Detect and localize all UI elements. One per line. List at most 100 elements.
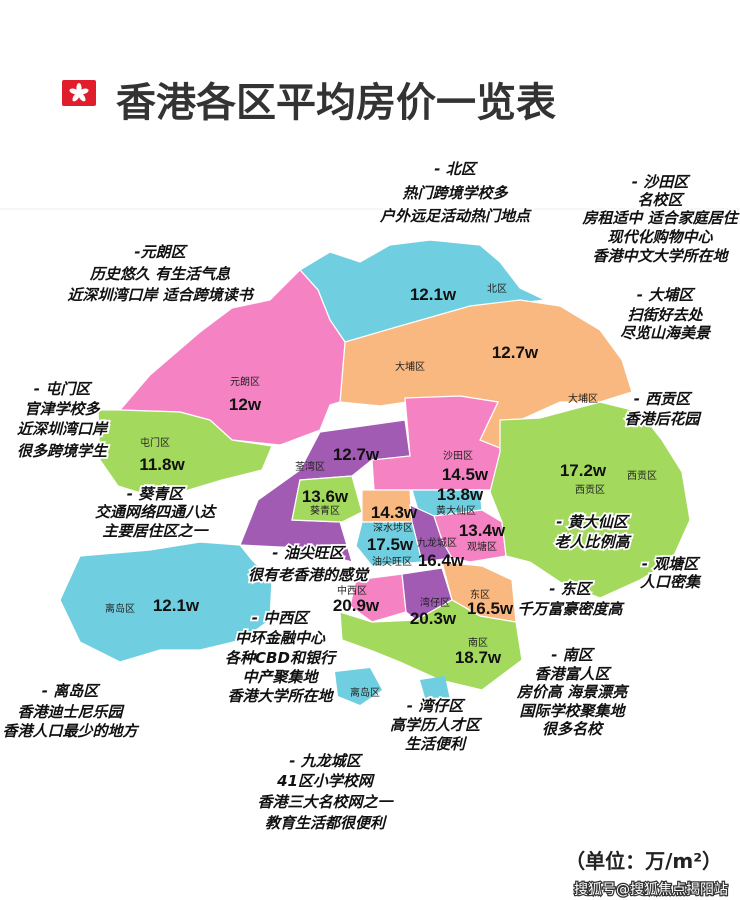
annotation-line: 国际学校聚集地 [519,702,626,720]
annotation-heading: - 油尖旺区 [272,544,346,562]
district-name-taipo: 大埔区 [568,392,598,405]
annotation-heading: - 沙田区 [632,173,691,191]
district-name-islands: 离岛区 [105,602,135,615]
district-name-eastern: 东区 [470,588,490,601]
district-price-north: 12.1w [410,285,457,304]
district-price-southern: 18.7w [455,648,502,667]
watermark: 搜狐号@搜狐焦点揭阳站 [574,882,728,898]
annotation-line: 扫街好去处 [627,306,703,324]
annotation-line: 近深圳湾口岸 [17,420,109,438]
annotation-line: 香港人口最少的地方 [2,722,139,740]
annotation-line: 名校区 [637,191,685,209]
annotation-line: 香港后花园 [624,410,702,428]
district-price-tuenmun: 11.8w [139,455,185,474]
annotation-line: 房价高 海景漂亮 [516,683,630,701]
annotation-line: 各种CBD和银行 [225,649,338,667]
district-name-wanchai: 湾仔区 [420,596,450,609]
annotation-line: 高学历人才区 [390,716,483,734]
district-name-saikung: 西贡区 [575,484,605,496]
annotation-heading: - 屯门区 [34,380,93,398]
district-price-islands: 12.1w [153,596,200,615]
district-price-shamshuipo: 14.3w [371,503,418,522]
district-price-eastern: 16.5w [467,599,514,618]
annotation-heading: - 西贡区 [634,390,693,408]
annotation-line: 很多名校 [542,720,605,738]
annotation-line: 交通网络四通八达 [95,503,217,521]
district-region-tsuenwan [239,419,411,563]
district-region-saikung [489,401,691,599]
annotation-line: 官津学校多 [24,400,100,418]
district-name-shamshuipo: 深水埗区 [373,521,413,534]
district-name-yuenlong: 元朗区 [230,376,260,388]
annotation-line: 人口密集 [640,573,702,591]
district-region-kwaitsing [291,475,363,523]
annotation-line: 户外远足活动热门地点 [379,207,532,225]
annotation-line: 香港三大名校网之一 [257,793,394,811]
annotation-line: 主要居住区之一 [102,522,209,540]
district-region-central [349,573,407,623]
annotation-line: 41区小学校网 [276,772,376,790]
annotation-line: 近深圳湾口岸 适合跨境读书 [67,286,255,304]
annotation-line: 尽览山海美景 [620,324,712,342]
annotation-line: 很有老香港的感觉 [248,566,370,584]
district-name-central: 中西区 [337,584,367,597]
annotation-line: 香港富人区 [534,665,612,683]
annotation-line: 房租适中 适合家庭居住 [581,209,740,227]
annotation-line: 热门跨境学校多 [401,184,508,202]
annotation-line: 现代化购物中心 [607,228,713,246]
district-name-shatin: 沙田区 [443,450,473,462]
district-price-taipo: 12.7w [492,343,539,362]
district-price-kwuntong: 13.4w [459,521,506,540]
annotation-heading: - 黄大仙区 [556,513,630,531]
annotation-heading: -元朗区 [134,243,188,261]
annotation-heading: - 离岛区 [42,682,101,700]
annotation-heading: - 葵青区 [127,485,186,503]
district-price-central: 20.9w [333,596,380,615]
district-name-tsuenwan: 荃湾区 [295,460,325,473]
district-name-kwaitsing: 葵青区 [310,504,340,517]
annotation-line: 中产聚集地 [242,668,319,686]
district-region-islands [59,541,273,663]
annotation-line: 香港迪士尼乐园 [17,703,125,721]
district-price-shatin: 14.5w [442,465,489,484]
hong-kong-flag-icon [62,80,96,106]
district-price-kwaitsing: 13.6w [302,487,349,506]
district-price-wanchai: 20.3w [410,609,457,628]
annotation-line: 生活便利 [405,735,468,753]
unit-label: （单位：万/m²） [565,849,722,873]
district-price-yuenlong: 12w [229,395,262,414]
annotation-heading: - 九龙城区 [289,752,363,770]
annotation-heading: - 中西区 [252,609,311,627]
annotation-line: 老人比例高 [554,533,632,551]
page-title: 香港各区平均房价一览表 [116,80,556,126]
district-price-saikung: 17.2w [560,461,607,480]
district-name-southern: 南区 [468,636,488,649]
district-name-taipo: 大埔区 [395,360,425,373]
district-region-yautsimmong [355,521,423,567]
annotation-line: 中环金融中心 [235,629,326,647]
district-price-kowlooncity: 16.4w [418,551,465,570]
annotation-line: 千万富豪密度高 [517,600,625,618]
district-name-kwuntong: 观塘区 [467,540,497,553]
annotation-line: 香港大学所在地 [227,687,334,705]
annotation-line: 很多跨境学生 [17,442,109,460]
district-region-islands-part [335,668,382,705]
district-region-kwuntong [433,509,507,563]
annotation-heading: - 大埔区 [637,286,696,304]
